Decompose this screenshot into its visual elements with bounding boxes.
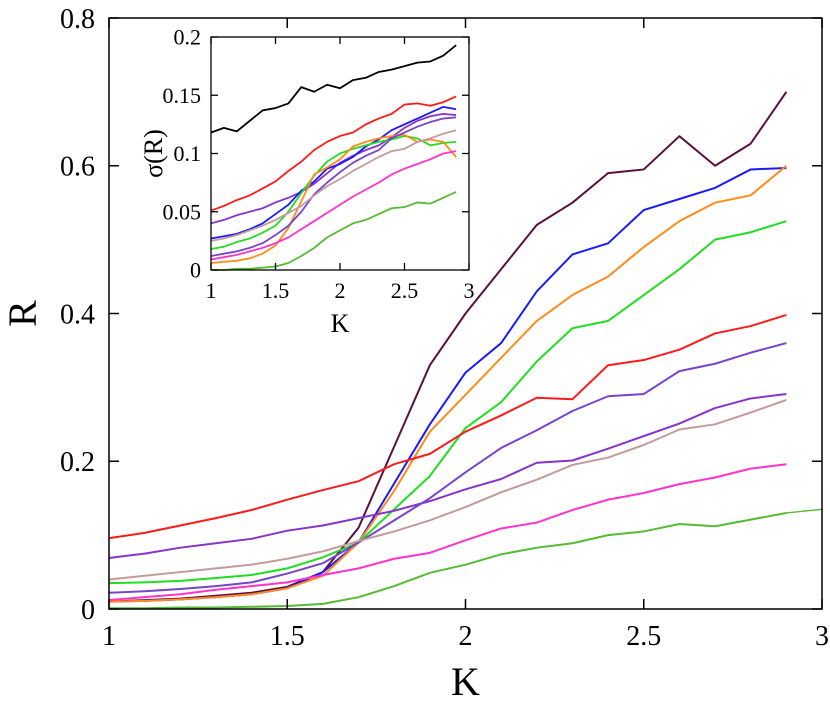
main-x-tick-label: 2 (459, 621, 473, 652)
inset-series-line-6 (210, 133, 457, 264)
inset-x-tick-label: 1 (206, 278, 217, 303)
main-series-line-7 (108, 342, 787, 594)
main-x-tick-label: 1 (102, 621, 116, 652)
inset-x-tick-label: 3 (464, 278, 475, 303)
main-series-line-6 (108, 393, 787, 560)
main-series-line-1 (108, 91, 788, 603)
main-series-line-4 (108, 220, 787, 585)
inset-series-line-5 (210, 135, 457, 250)
main-x-tick-label: 3 (815, 621, 829, 652)
main-series-line-extension (786, 508, 823, 514)
main-series-line-8 (108, 398, 787, 581)
inset-plot: 1 1.5 2 2.5 3 0 0.05 0.1 0.15 0.2 Kσ(R) (139, 25, 475, 338)
main-y-axis-title: R (0, 300, 45, 327)
main-y-tick-label: 0.4 (60, 299, 95, 330)
inset-series-line-8 (210, 129, 457, 242)
main-x-tick-label: 2.5 (626, 621, 661, 652)
main-series-line-10 (109, 511, 787, 610)
inset-y-axis-title: σ(R) (139, 129, 168, 178)
inset-y-tick-label: 0.05 (163, 199, 202, 224)
inset-x-axis-title: K (331, 309, 350, 338)
main-y-tick-label: 0.2 (60, 447, 95, 478)
main-y-tick-label: 0 (81, 595, 95, 626)
inset-x-tick-label: 2.5 (391, 278, 419, 303)
inset-series-line-7 (210, 116, 457, 257)
inset-series-line-10 (211, 191, 457, 271)
inset-y-tick-label: 0.2 (174, 25, 202, 50)
inset-series-line-3 (210, 112, 457, 225)
inset-series-line-2 (210, 95, 457, 212)
inset-y-tick-label: 0.15 (163, 83, 202, 108)
main-x-axis-title: K (451, 659, 480, 704)
main-series-line-9 (108, 463, 787, 602)
main-y-tick-label: 0.8 (60, 4, 95, 35)
main-series-line-3 (108, 164, 787, 603)
inset-series-line-9 (210, 150, 457, 261)
inset-y-tick-label: 0 (190, 258, 201, 283)
main-x-tick-label: 1.5 (270, 621, 305, 652)
inset-series-line-4 (210, 106, 457, 240)
inset-x-tick-label: 1.5 (262, 278, 290, 303)
main-series-line-5 (108, 314, 787, 540)
inset-series-line-1 (210, 44, 457, 134)
main-y-tick-label: 0.6 (60, 152, 95, 183)
inset-x-tick-label: 2 (335, 278, 346, 303)
inset-y-tick-label: 0.1 (174, 141, 202, 166)
